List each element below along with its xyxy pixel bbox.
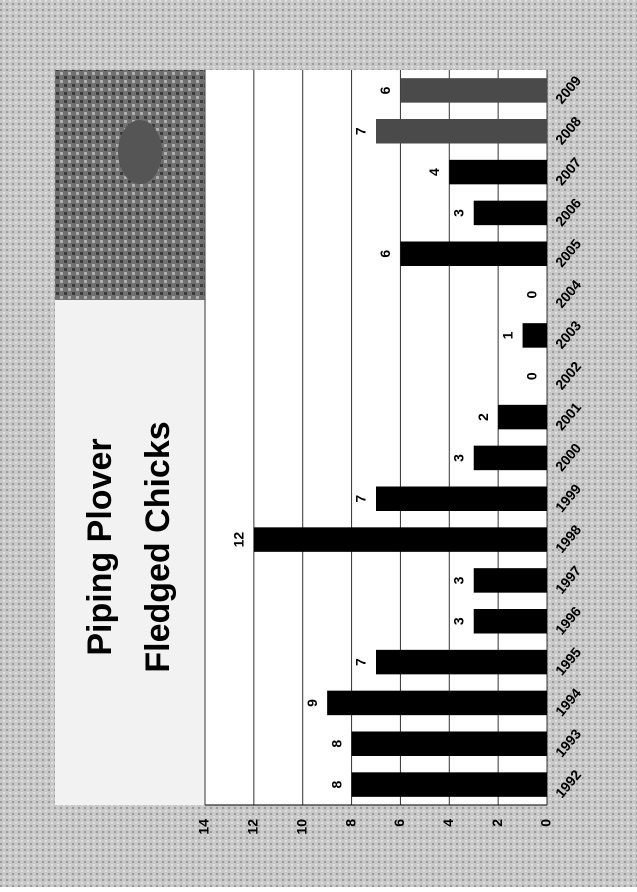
rotated-slide: Piping Plover Fledged Chicks 02468101214… xyxy=(0,0,637,887)
bar xyxy=(498,405,547,430)
data-label: 4 xyxy=(426,168,442,176)
data-label: 1 xyxy=(499,331,515,339)
bar xyxy=(449,160,547,185)
y-tick-label: 10 xyxy=(293,819,309,835)
data-label: 7 xyxy=(353,127,369,135)
bar xyxy=(327,691,547,716)
bar xyxy=(400,78,547,103)
data-label: 0 xyxy=(524,372,540,380)
photo xyxy=(55,70,205,300)
bar xyxy=(474,568,547,593)
data-label: 2 xyxy=(475,413,491,421)
data-label: 8 xyxy=(328,740,344,748)
data-label: 3 xyxy=(450,576,466,584)
bar xyxy=(254,527,547,552)
bar xyxy=(474,609,547,634)
y-tick-label: 12 xyxy=(245,819,261,835)
title-panel xyxy=(55,300,205,805)
bar xyxy=(352,772,547,797)
y-tick-label: 14 xyxy=(196,819,212,835)
y-tick-label: 0 xyxy=(538,819,554,827)
y-tick-label: 8 xyxy=(342,819,358,827)
data-label: 12 xyxy=(231,532,247,548)
bar xyxy=(523,323,547,348)
data-label: 3 xyxy=(450,617,466,625)
bar xyxy=(474,201,547,226)
data-label: 3 xyxy=(450,209,466,217)
bar xyxy=(400,242,547,267)
data-label: 7 xyxy=(353,658,369,666)
y-tick-label: 6 xyxy=(391,819,407,827)
bar xyxy=(376,487,547,512)
data-label: 3 xyxy=(450,454,466,462)
bar xyxy=(352,732,547,757)
data-label: 7 xyxy=(353,495,369,503)
data-label: 8 xyxy=(328,780,344,788)
photo-bird xyxy=(118,120,162,184)
chart-title: Fledged Chicks xyxy=(139,421,177,672)
data-label: 6 xyxy=(377,86,393,94)
chart-title: Piping Plover xyxy=(81,438,119,655)
chart: Piping Plover Fledged Chicks 02468101214… xyxy=(0,0,637,887)
bar xyxy=(376,650,547,675)
bar xyxy=(376,119,547,144)
data-label: 0 xyxy=(524,290,540,298)
data-label: 6 xyxy=(377,250,393,258)
y-tick-label: 2 xyxy=(489,819,505,827)
data-label: 9 xyxy=(304,699,320,707)
bar xyxy=(474,446,547,471)
y-tick-label: 4 xyxy=(440,819,456,827)
